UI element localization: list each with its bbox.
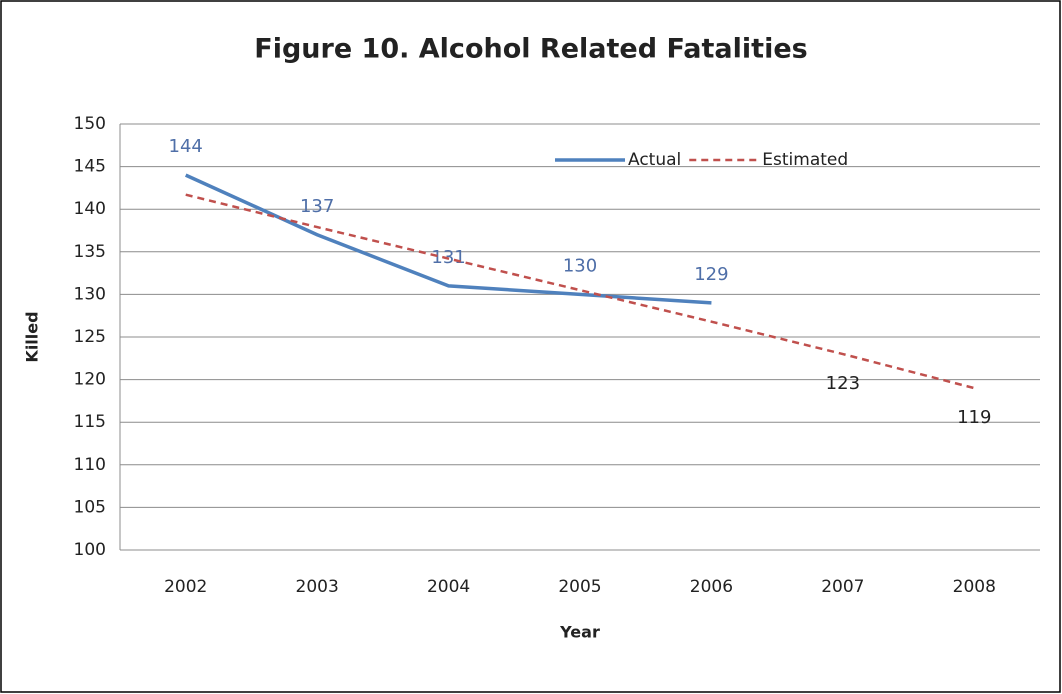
- y-tick-label: 150: [74, 114, 106, 134]
- data-label: 137: [300, 196, 334, 217]
- data-label: 144: [169, 136, 203, 157]
- x-tick-label: 2002: [164, 577, 207, 597]
- legend-label: Actual: [628, 150, 681, 170]
- x-tick-label: 2005: [558, 577, 601, 597]
- data-label: 130: [563, 255, 597, 276]
- y-tick-label: 100: [74, 540, 106, 560]
- y-tick-label: 130: [74, 284, 106, 304]
- y-axis-label: Killed: [23, 311, 42, 362]
- x-tick-label: 2008: [953, 577, 996, 597]
- legend-label: Estimated: [762, 150, 848, 170]
- x-axis-label: Year: [559, 623, 600, 642]
- y-tick-label: 135: [74, 242, 106, 262]
- data-label: 129: [694, 264, 728, 285]
- data-label: 123: [826, 373, 860, 394]
- chart-title: Figure 10. Alcohol Related Fatalities: [254, 34, 807, 65]
- y-tick-label: 125: [74, 327, 106, 347]
- y-tick-label: 105: [74, 497, 106, 517]
- x-tick-label: 2007: [821, 577, 864, 597]
- y-tick-label: 145: [74, 157, 106, 177]
- x-tick-label: 2003: [296, 577, 339, 597]
- data-label: 119: [957, 407, 991, 428]
- y-tick-label: 120: [74, 370, 106, 390]
- y-tick-label: 110: [74, 455, 106, 475]
- x-tick-label: 2004: [427, 577, 470, 597]
- y-tick-label: 140: [74, 199, 106, 219]
- x-tick-label: 2006: [690, 577, 733, 597]
- y-tick-label: 115: [74, 412, 106, 432]
- series-line: [184, 173, 712, 305]
- series-line: [185, 193, 975, 390]
